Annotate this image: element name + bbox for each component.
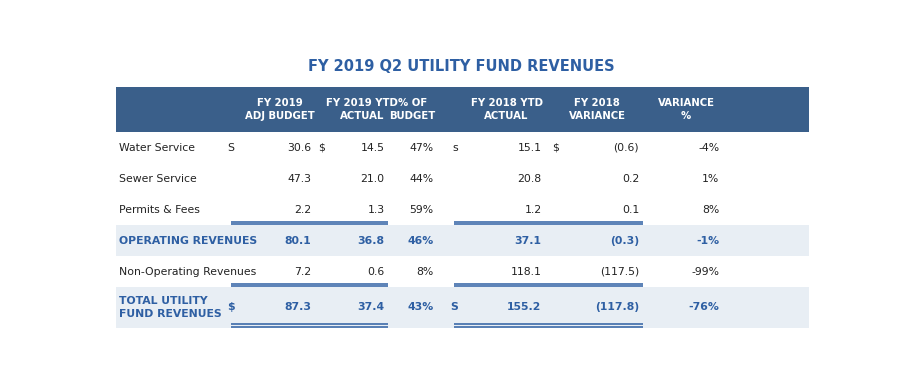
Text: S: S	[450, 302, 458, 312]
Text: VARIANCE
%: VARIANCE %	[658, 98, 715, 121]
Text: -1%: -1%	[697, 236, 719, 246]
Text: % OF
BUDGET: % OF BUDGET	[390, 98, 436, 121]
Text: 36.8: 36.8	[357, 236, 384, 246]
Text: -4%: -4%	[698, 143, 719, 153]
Text: 20.8: 20.8	[518, 174, 542, 184]
Text: (117.5): (117.5)	[600, 267, 639, 277]
Text: -76%: -76%	[688, 302, 719, 312]
Text: 37.1: 37.1	[515, 236, 542, 246]
Text: FY 2019
ADJ BUDGET: FY 2019 ADJ BUDGET	[245, 98, 315, 121]
Text: (117.8): (117.8)	[595, 302, 639, 312]
Text: S: S	[228, 143, 235, 153]
Text: 1%: 1%	[702, 174, 719, 184]
Text: 47%: 47%	[410, 143, 434, 153]
Text: FY 2018
VARIANCE: FY 2018 VARIANCE	[569, 98, 625, 121]
Text: $: $	[227, 302, 235, 312]
Text: Permits & Fees: Permits & Fees	[120, 205, 201, 215]
Text: Sewer Service: Sewer Service	[120, 174, 197, 184]
Text: 37.4: 37.4	[357, 302, 384, 312]
Text: 15.1: 15.1	[518, 143, 542, 153]
Text: 8%: 8%	[416, 267, 434, 277]
Text: TOTAL UTILITY
FUND REVENUES: TOTAL UTILITY FUND REVENUES	[120, 296, 222, 319]
Text: 43%: 43%	[407, 302, 434, 312]
Text: 7.2: 7.2	[294, 267, 311, 277]
Text: 8%: 8%	[702, 205, 719, 215]
Text: 59%: 59%	[410, 205, 434, 215]
Text: 1.3: 1.3	[367, 205, 384, 215]
Text: 0.2: 0.2	[622, 174, 639, 184]
Text: 46%: 46%	[407, 236, 434, 246]
Text: FY 2019 Q2 UTILITY FUND REVENUES: FY 2019 Q2 UTILITY FUND REVENUES	[308, 59, 615, 74]
Text: s: s	[452, 143, 458, 153]
Text: Non-Operating Revenues: Non-Operating Revenues	[120, 267, 256, 277]
Text: 118.1: 118.1	[510, 267, 542, 277]
Text: FY 2018 YTD
ACTUAL: FY 2018 YTD ACTUAL	[471, 98, 543, 121]
Text: (0.6): (0.6)	[614, 143, 639, 153]
Text: 30.6: 30.6	[287, 143, 311, 153]
Bar	[116, 225, 808, 256]
Text: FY 2019 YTD
ACTUAL: FY 2019 YTD ACTUAL	[326, 98, 398, 121]
Text: 44%: 44%	[410, 174, 434, 184]
Text: 14.5: 14.5	[361, 143, 384, 153]
Text: 47.3: 47.3	[287, 174, 311, 184]
Bar	[116, 287, 808, 328]
Text: Water Service: Water Service	[120, 143, 195, 153]
Text: 0.1: 0.1	[622, 205, 639, 215]
Bar	[116, 87, 808, 132]
Text: 21.0: 21.0	[360, 174, 384, 184]
Text: 87.3: 87.3	[284, 302, 311, 312]
Text: (0.3): (0.3)	[610, 236, 639, 246]
Text: 155.2: 155.2	[507, 302, 542, 312]
Text: -99%: -99%	[691, 267, 719, 277]
Text: 1.2: 1.2	[525, 205, 542, 215]
Text: OPERATING REVENUES: OPERATING REVENUES	[120, 236, 257, 246]
Text: $: $	[319, 143, 325, 153]
Text: 2.2: 2.2	[294, 205, 311, 215]
Text: 0.6: 0.6	[367, 267, 384, 277]
Text: 80.1: 80.1	[284, 236, 311, 246]
Text: $: $	[552, 143, 559, 153]
